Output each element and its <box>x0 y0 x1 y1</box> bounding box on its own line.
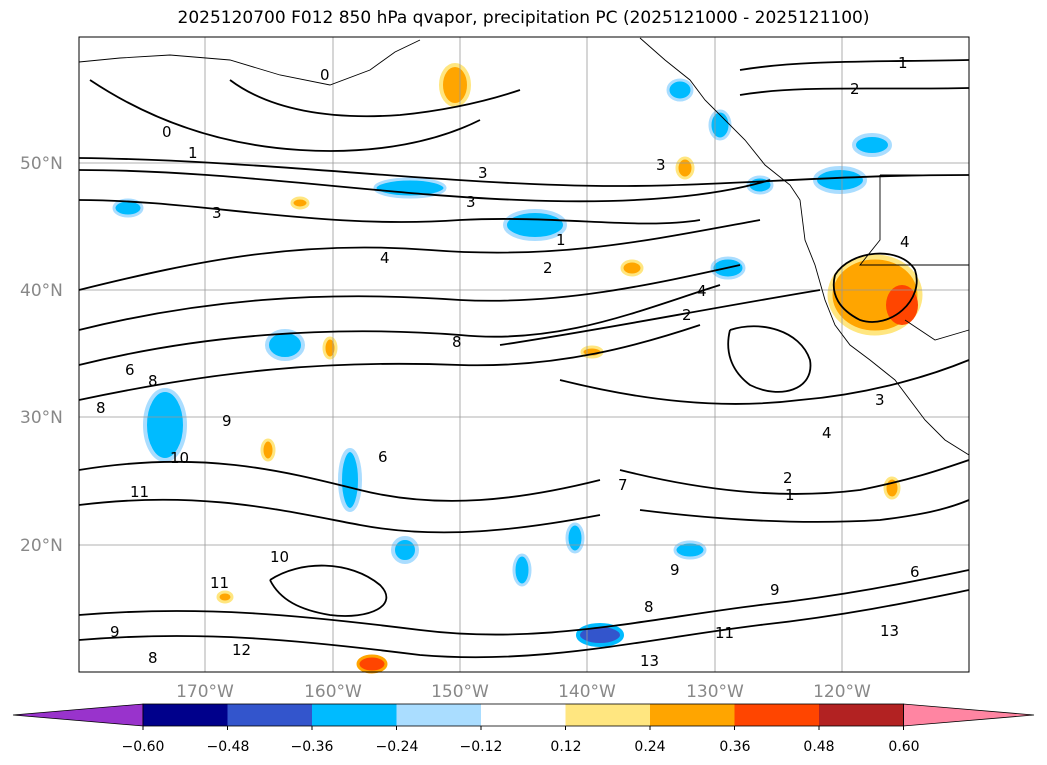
colorbar <box>12 703 1035 730</box>
contour-label: 4 <box>697 282 707 300</box>
contour-label: 6 <box>378 448 388 466</box>
map-frame <box>78 36 970 673</box>
contour-label: 10 <box>270 548 289 566</box>
colorbar-tick-label: −0.24 <box>376 739 419 755</box>
colorbar-segment <box>650 704 735 726</box>
lon-label: 170°W <box>176 682 234 702</box>
humidity-contours <box>78 59 970 659</box>
colorbar-segment <box>565 704 651 726</box>
contour-label: 10 <box>170 449 189 467</box>
colorbar-tick-label: 0.60 <box>888 739 919 755</box>
contour-label: 3 <box>478 164 488 182</box>
contour-label: 0 <box>320 66 330 84</box>
colorbar-border <box>142 703 904 727</box>
lon-label: 160°W <box>304 682 362 702</box>
colorbar-segment <box>396 704 482 726</box>
contour-label: 6 <box>125 361 135 379</box>
contour-label: 8 <box>452 333 462 351</box>
contour-label: 3 <box>656 156 666 174</box>
contour-label: 0 <box>162 123 172 141</box>
contour-label: 13 <box>640 652 659 670</box>
map-title: 2025120700 F012 850 hPa qvapor, precipit… <box>177 8 870 28</box>
colorbar-segment <box>143 704 228 726</box>
lon-label: 150°W <box>431 682 489 702</box>
colorbar-segment <box>481 704 566 726</box>
contour-label: 1 <box>188 144 198 162</box>
colorbar-extend-low <box>12 703 144 727</box>
contour-label: 2 <box>783 469 793 487</box>
colorbar-labels: −0.60 −0.48 −0.36 −0.24 −0.12 0.12 0.24 … <box>122 739 920 755</box>
colorbar-segment <box>312 704 397 726</box>
lon-label: 130°W <box>686 682 744 702</box>
contour-label: 2 <box>682 306 692 324</box>
colorbar-segment <box>227 704 313 726</box>
colorbar-tick-label: 0.36 <box>719 739 750 755</box>
colorbar-segment <box>819 704 904 726</box>
contour-labels: 0 1 2 3 4 3 3 1 2 4 8 6 8 8 9 10 11 10 1… <box>96 54 920 670</box>
contour-label: 4 <box>900 233 910 251</box>
contour-label: 9 <box>110 623 120 641</box>
lat-label: 40°N <box>20 281 63 301</box>
contour-label: 8 <box>644 598 654 616</box>
contour-label: 6 <box>910 563 920 581</box>
colorbar-segment <box>734 704 820 726</box>
contour-label: 3 <box>875 391 885 409</box>
lat-label: 30°N <box>20 408 63 428</box>
colorbar-tick-label: −0.12 <box>460 739 503 755</box>
contour-label: 12 <box>232 641 251 659</box>
contour-label: 2 <box>850 80 860 98</box>
contour-label: 7 <box>618 476 628 494</box>
lat-label: 20°N <box>20 536 63 556</box>
contour-label: 9 <box>770 581 780 599</box>
contour-label: 9 <box>222 412 232 430</box>
contour-label: 8 <box>148 649 158 667</box>
contour-label: 11 <box>210 574 229 592</box>
colorbar-tick-label: −0.48 <box>207 739 250 755</box>
colorbar-tick-label: −0.36 <box>291 739 334 755</box>
contour-label: 9 <box>670 561 680 579</box>
contour-label: 1 <box>556 231 566 249</box>
contour-label: 3 <box>212 204 222 222</box>
contour-label: 13 <box>880 622 899 640</box>
lon-label: 120°W <box>813 682 871 702</box>
contour-label: 11 <box>130 483 149 501</box>
contour-label: 4 <box>380 249 390 267</box>
colorbar-extend-high <box>903 703 1035 727</box>
contour-label: 11 <box>715 624 734 642</box>
contour-label: 3 <box>466 193 476 211</box>
contour-label: 1 <box>898 54 908 72</box>
colorbar-tick-label: 0.24 <box>634 739 665 755</box>
longitude-labels: 170°W 160°W 150°W 140°W 130°W 120°W <box>176 682 871 702</box>
contour-label: 2 <box>543 259 553 277</box>
lat-label: 50°N <box>20 154 63 174</box>
contour-label: 1 <box>785 486 795 504</box>
precip-shading <box>112 63 923 674</box>
colorbar-tick-label: 0.12 <box>550 739 581 755</box>
contour-label: 8 <box>148 372 158 390</box>
lon-label: 140°W <box>558 682 616 702</box>
latitude-labels: 50°N 40°N 30°N 20°N <box>20 154 63 556</box>
contour-label: 8 <box>96 399 106 417</box>
contour-label: 4 <box>822 424 832 442</box>
colorbar-tick-label: 0.48 <box>803 739 834 755</box>
colorbar-tick-label: −0.60 <box>122 739 165 755</box>
